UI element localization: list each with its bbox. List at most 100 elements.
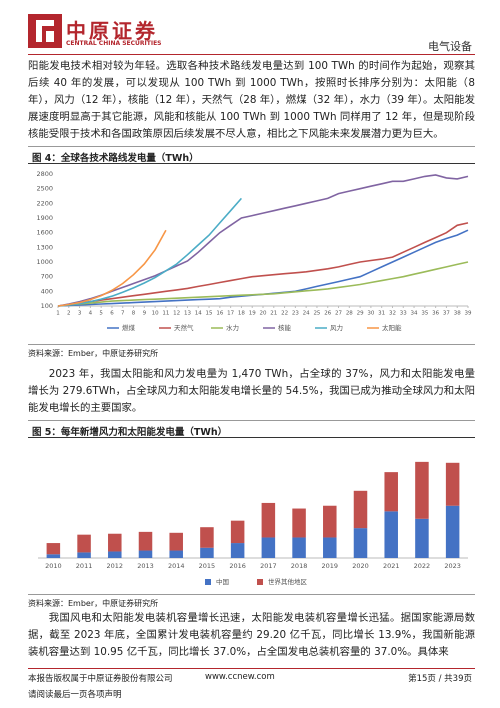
x-tick-label: 2015 xyxy=(199,562,216,570)
logo-text: 中原证券 xyxy=(66,19,158,43)
x-tick-label: 26 xyxy=(324,311,331,317)
bar-segment xyxy=(77,552,91,558)
x-tick-label: 34 xyxy=(411,311,418,317)
footer-page: 第15页 / 共39页 xyxy=(408,674,472,684)
y-tick-label: 100 xyxy=(41,302,53,310)
bar-segment xyxy=(261,537,276,558)
footer-url: www.ccnew.com xyxy=(205,672,275,682)
paragraph: 2023 年，我国太阳能和风力发电量为 1,470 TWh，占全球的 37%，风… xyxy=(28,368,475,414)
x-tick-label: 2022 xyxy=(414,562,431,570)
bar-segment xyxy=(445,505,460,558)
y-tick-label: 2800 xyxy=(36,170,53,178)
bar-segment xyxy=(108,533,122,552)
bar-segment xyxy=(46,554,61,558)
bar-segment xyxy=(445,462,460,506)
x-tick-label: 2018 xyxy=(291,562,308,570)
x-tick-label: 28 xyxy=(346,311,353,317)
x-tick-label: 2023 xyxy=(444,562,461,570)
bar-segment xyxy=(138,531,153,551)
legend-label: 风力 xyxy=(330,323,343,332)
x-tick-label: 2019 xyxy=(322,562,339,570)
x-tick-label: 17 xyxy=(227,311,234,317)
legend-swatch xyxy=(205,579,211,585)
logo-icon xyxy=(28,14,62,48)
section-name: 电气设备 xyxy=(428,40,472,53)
footer-notice: 请阅读最后一页各项声明 xyxy=(28,690,122,700)
x-tick-label: 24 xyxy=(303,311,310,317)
x-tick-label: 35 xyxy=(421,311,428,317)
legend-label: 核能 xyxy=(278,323,292,332)
x-tick-label: 12 xyxy=(173,311,180,317)
x-tick-label: 27 xyxy=(335,311,342,317)
x-tick-label: 19 xyxy=(249,311,256,317)
bar-segment xyxy=(261,502,276,538)
x-tick-label: 2012 xyxy=(107,562,124,570)
bar-segment xyxy=(353,490,368,529)
x-tick-label: 9 xyxy=(143,311,147,317)
x-tick-label: 16 xyxy=(216,311,223,317)
y-tick-label: 2200 xyxy=(36,199,53,207)
x-tick-label: 6 xyxy=(110,311,114,317)
y-tick-label: 2500 xyxy=(36,185,53,193)
bar-segment xyxy=(415,518,429,558)
x-tick-label: 23 xyxy=(292,311,299,317)
legend-label: 水力 xyxy=(226,323,239,332)
footer-rule xyxy=(28,668,475,669)
bar-segment xyxy=(230,520,245,544)
x-tick-label: 29 xyxy=(357,311,364,317)
legend-label: 中国 xyxy=(216,577,229,586)
line-series xyxy=(57,261,469,307)
x-tick-label: 20 xyxy=(260,311,267,317)
footer-copyright: 本报告版权属于中原证券股份有限公司 xyxy=(28,674,173,684)
bar-segment xyxy=(169,550,183,558)
bar-chart: 2010 2011 2012 2013 2014 2015 2016 2017 2018 2019… xyxy=(38,461,468,586)
y-tick-label: 1900 xyxy=(36,214,53,222)
bar-segment xyxy=(384,511,398,558)
bar-segment xyxy=(353,528,368,558)
x-tick-label: 18 xyxy=(238,311,245,317)
x-tick-label: 2014 xyxy=(168,562,185,570)
x-tick-label: 11 xyxy=(162,311,169,317)
paragraph: 我国风电和太阳能发电装机容量增长迅速，太阳能发电装机容量增长迅猛。据国家能源局数… xyxy=(28,612,475,658)
x-tick-label: 2 xyxy=(67,311,71,317)
header-rule xyxy=(28,54,475,55)
legend-label: 天然气 xyxy=(174,323,194,332)
bar-segment xyxy=(138,550,153,558)
legend-swatch xyxy=(257,579,263,585)
x-tick-label: 2021 xyxy=(383,562,400,570)
bar-segment xyxy=(108,551,122,558)
x-tick-label: 32 xyxy=(389,311,396,317)
bar-segment xyxy=(230,543,245,558)
x-tick-label: 13 xyxy=(184,311,191,317)
legend-label: 太阳能 xyxy=(382,323,402,332)
x-tick-label: 7 xyxy=(121,311,125,317)
line-series xyxy=(57,222,469,307)
x-tick-label: 21 xyxy=(270,311,277,317)
x-tick-label: 2011 xyxy=(76,562,93,570)
bar-segment xyxy=(77,534,91,553)
x-tick-label: 37 xyxy=(443,311,450,317)
bar-segment xyxy=(200,547,214,558)
x-tick-label: 8 xyxy=(132,311,136,317)
x-tick-label: 39 xyxy=(465,311,472,317)
bar-segment xyxy=(292,537,306,558)
y-tick-label: 1000 xyxy=(36,258,53,266)
x-tick-label: 36 xyxy=(432,311,439,317)
bar-segment xyxy=(384,472,398,512)
y-tick-label: 400 xyxy=(41,287,53,295)
x-tick-label: 25 xyxy=(313,311,320,317)
y-tick-label: 1300 xyxy=(36,243,53,251)
x-tick-label: 2013 xyxy=(137,562,154,570)
x-tick-label: 15 xyxy=(206,311,213,317)
x-tick-label: 33 xyxy=(400,311,407,317)
figure-source: 资料来源：Ember，中原证券研究所 xyxy=(28,594,475,609)
x-tick-label: 2020 xyxy=(352,562,369,570)
bar-segment xyxy=(323,537,337,558)
bar-segment xyxy=(292,508,306,538)
y-tick-label: 700 xyxy=(41,273,53,281)
line-series xyxy=(57,229,167,307)
x-tick-label: 2016 xyxy=(229,562,246,570)
x-tick-label: 2010 xyxy=(45,562,62,570)
